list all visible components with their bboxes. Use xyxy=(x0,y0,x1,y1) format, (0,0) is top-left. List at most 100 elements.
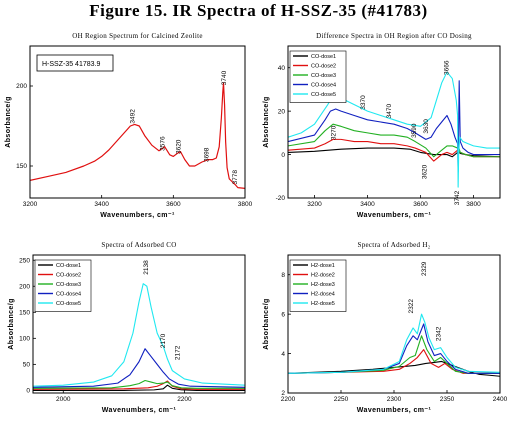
series-line-co-dose2 xyxy=(288,138,500,162)
panel-title: Spectra of Adsorbed H₂ xyxy=(358,241,431,249)
y-axis-label: Absorbance/g xyxy=(5,96,12,147)
panel-title: Spectra of Adsorbed CO xyxy=(101,241,176,249)
x-tick-label: 3600 xyxy=(166,201,181,208)
x-tick-label: 2200 xyxy=(281,396,296,403)
x-tick-label: 3400 xyxy=(94,201,109,208)
y-axis-label: Absorbance/g xyxy=(8,298,15,349)
chart-panel-p2: Difference Spectra in OH Region after CO… xyxy=(263,32,501,219)
legend-entry: CO-dose3 xyxy=(56,282,81,288)
x-axis-label: Wavenumbers, cm⁻¹ xyxy=(102,407,177,414)
series-line-co-dose4 xyxy=(33,348,245,388)
x-tick-label: 3600 xyxy=(413,201,428,208)
y-tick-label: 4 xyxy=(281,351,285,358)
legend-entry: H2-dose5 xyxy=(311,301,335,307)
series-line-h2-dose5 xyxy=(288,313,500,374)
sample-label: H-SSZ-35 41783.9 xyxy=(42,61,100,68)
peak-annotation: 2172 xyxy=(175,345,182,360)
peak-annotation: 3576 xyxy=(160,136,167,151)
y-tick-label: 200 xyxy=(16,83,27,90)
series-line-co-dose3 xyxy=(33,379,245,389)
series-line-co-dose1 xyxy=(33,384,245,391)
series-line-h2-dose4 xyxy=(288,323,500,374)
y-tick-label: 8 xyxy=(281,272,285,279)
peak-annotation: 2342 xyxy=(436,326,443,341)
x-tick-label: 2200 xyxy=(177,396,192,403)
legend-entry: H2-dose4 xyxy=(311,292,335,298)
x-tick-label: 3800 xyxy=(238,201,253,208)
y-tick-label: 100 xyxy=(19,336,30,343)
y-tick-label: 20 xyxy=(278,108,286,115)
x-tick-label: 2300 xyxy=(387,396,402,403)
peak-annotation: 2322 xyxy=(408,299,415,314)
plot-frame xyxy=(32,254,246,394)
x-tick-label: 2000 xyxy=(56,396,71,403)
plot-frame xyxy=(29,45,246,199)
x-axis-label: Wavenumbers, cm⁻¹ xyxy=(100,212,175,219)
legend-entry: CO-dose3 xyxy=(311,73,336,79)
peak-annotation: 3666 xyxy=(444,60,451,75)
legend-entry: CO-dose5 xyxy=(311,92,336,98)
legend-entry: CO-dose2 xyxy=(56,273,81,279)
series-line-co-dose3 xyxy=(288,123,500,158)
legend-entry: CO-dose2 xyxy=(311,64,336,70)
y-tick-label: 6 xyxy=(281,311,285,318)
series-line-h2-dose3 xyxy=(288,335,500,374)
x-tick-label: 3200 xyxy=(307,201,322,208)
peak-annotation: 2329 xyxy=(421,261,428,276)
legend-entry: CO-dose1 xyxy=(56,263,81,269)
peak-annotation: 3620 xyxy=(421,164,428,179)
x-tick-label: 3400 xyxy=(360,201,375,208)
series-line-h2-dose2 xyxy=(288,349,500,374)
peak-annotation: 3590 xyxy=(411,123,418,138)
y-tick-label: 0 xyxy=(26,388,30,395)
legend-entry: CO-dose4 xyxy=(311,83,336,89)
figure-title: Figure 15. IR Spectra of H-SSZ-35 (#4178… xyxy=(89,1,428,20)
y-axis-label: Absorbance/g xyxy=(263,96,270,147)
y-tick-label: 50 xyxy=(23,362,31,369)
y-tick-label: 0 xyxy=(281,152,285,159)
peak-annotation: 3778 xyxy=(232,170,239,185)
y-tick-label: 150 xyxy=(19,309,30,316)
peak-annotation: 3698 xyxy=(203,147,210,162)
peak-annotation: 3370 xyxy=(360,95,367,110)
peak-annotation: 3630 xyxy=(423,119,430,134)
peak-annotation: 2170 xyxy=(160,333,167,348)
x-axis-label: Wavenumbers, cm⁻¹ xyxy=(357,407,432,414)
y-tick-label: 40 xyxy=(278,65,286,72)
x-axis-label: Wavenumbers, cm⁻¹ xyxy=(357,212,432,219)
legend-entry: H2-dose3 xyxy=(311,282,335,288)
x-tick-label: 2250 xyxy=(334,396,349,403)
y-tick-label: 150 xyxy=(16,163,27,170)
series-line-co-dose5 xyxy=(33,283,245,387)
peak-annotation: 3470 xyxy=(386,104,393,119)
legend-entry: CO-dose4 xyxy=(56,292,81,298)
x-tick-label: 3800 xyxy=(466,201,481,208)
sample-label-box xyxy=(36,54,114,72)
peak-annotation: 3740 xyxy=(221,70,228,85)
legend-entry: H2-dose2 xyxy=(311,273,335,279)
peak-annotation: 3270 xyxy=(331,125,338,140)
x-tick-label: 2400 xyxy=(493,396,508,403)
legend-entry: CO-dose1 xyxy=(311,54,336,60)
plot-frame xyxy=(287,45,501,199)
x-tick-label: 2350 xyxy=(440,396,455,403)
x-tick-label: 3200 xyxy=(23,201,38,208)
peak-annotation: 3620 xyxy=(176,139,183,154)
panel-title: OH Region Spectrum for Calcined Zeolite xyxy=(72,32,202,40)
peak-annotation: 3742 xyxy=(454,190,461,205)
y-tick-label: 200 xyxy=(19,283,30,290)
legend-entry: H2-dose1 xyxy=(311,263,335,269)
panel-title: Difference Spectra in OH Region after CO… xyxy=(316,32,472,40)
y-tick-label: 2 xyxy=(281,390,285,397)
chart-panel-p3: Spectra of Adsorbed CO 2000 2200 0 50 100 150 2… xyxy=(8,241,246,414)
series-line-co-dose4 xyxy=(288,80,500,173)
y-tick-label: 250 xyxy=(19,257,30,264)
y-tick-label: -20 xyxy=(276,195,286,202)
y-axis-label: Absorbance/g xyxy=(263,298,270,349)
series-line-spectrum xyxy=(30,82,245,189)
legend-entry: CO-dose5 xyxy=(56,301,81,307)
peak-annotation: 3492 xyxy=(130,109,137,124)
